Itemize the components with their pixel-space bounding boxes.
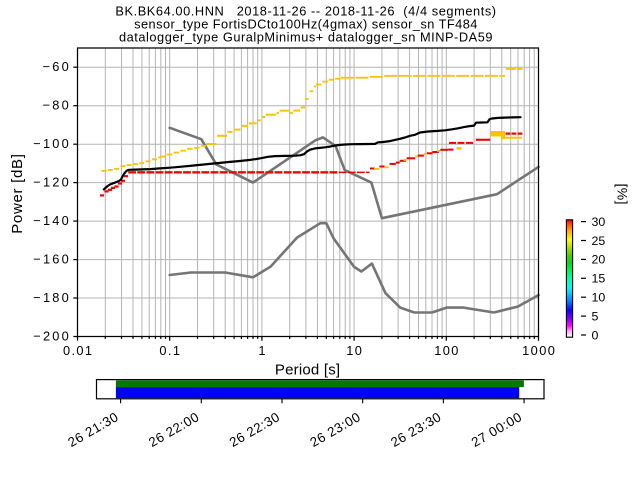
svg-text:Power [dB]: Power [dB] (9, 153, 26, 233)
svg-text:25: 25 (592, 234, 606, 248)
svg-text:−180: −180 (33, 290, 71, 305)
svg-text:−100: −100 (33, 136, 71, 151)
svg-text:−60: −60 (43, 59, 71, 74)
svg-text:−200: −200 (33, 329, 71, 344)
svg-text:5: 5 (592, 309, 599, 323)
svg-text:0.1: 0.1 (159, 343, 181, 358)
svg-text:30: 30 (592, 215, 606, 229)
svg-text:sensor_type FortisDCto100Hz(4g: sensor_type FortisDCto100Hz(4gmax) senso… (134, 16, 478, 31)
svg-text:[%]: [%] (615, 184, 631, 205)
svg-text:10: 10 (346, 343, 363, 358)
svg-text:−140: −140 (33, 213, 71, 228)
svg-text:100: 100 (434, 343, 460, 358)
svg-text:BK.BK64.00.HNN 2018-11-26 --: BK.BK64.00.HNN 2018-11-26 -- 2018-11-26 … (115, 3, 496, 18)
svg-text:−120: −120 (33, 175, 71, 190)
svg-text:1: 1 (258, 343, 267, 358)
svg-text:−160: −160 (33, 252, 71, 267)
svg-text:0.01: 0.01 (63, 343, 94, 358)
svg-text:datalogger_type GuralpMinimus+: datalogger_type GuralpMinimus+ datalogge… (119, 29, 493, 44)
svg-text:10: 10 (592, 291, 606, 305)
svg-text:1000: 1000 (522, 343, 556, 358)
svg-text:0: 0 (592, 328, 599, 342)
svg-text:−80: −80 (43, 98, 71, 113)
svg-text:20: 20 (592, 253, 606, 267)
svg-text:Period [s]: Period [s] (275, 361, 340, 378)
svg-text:15: 15 (592, 272, 606, 286)
